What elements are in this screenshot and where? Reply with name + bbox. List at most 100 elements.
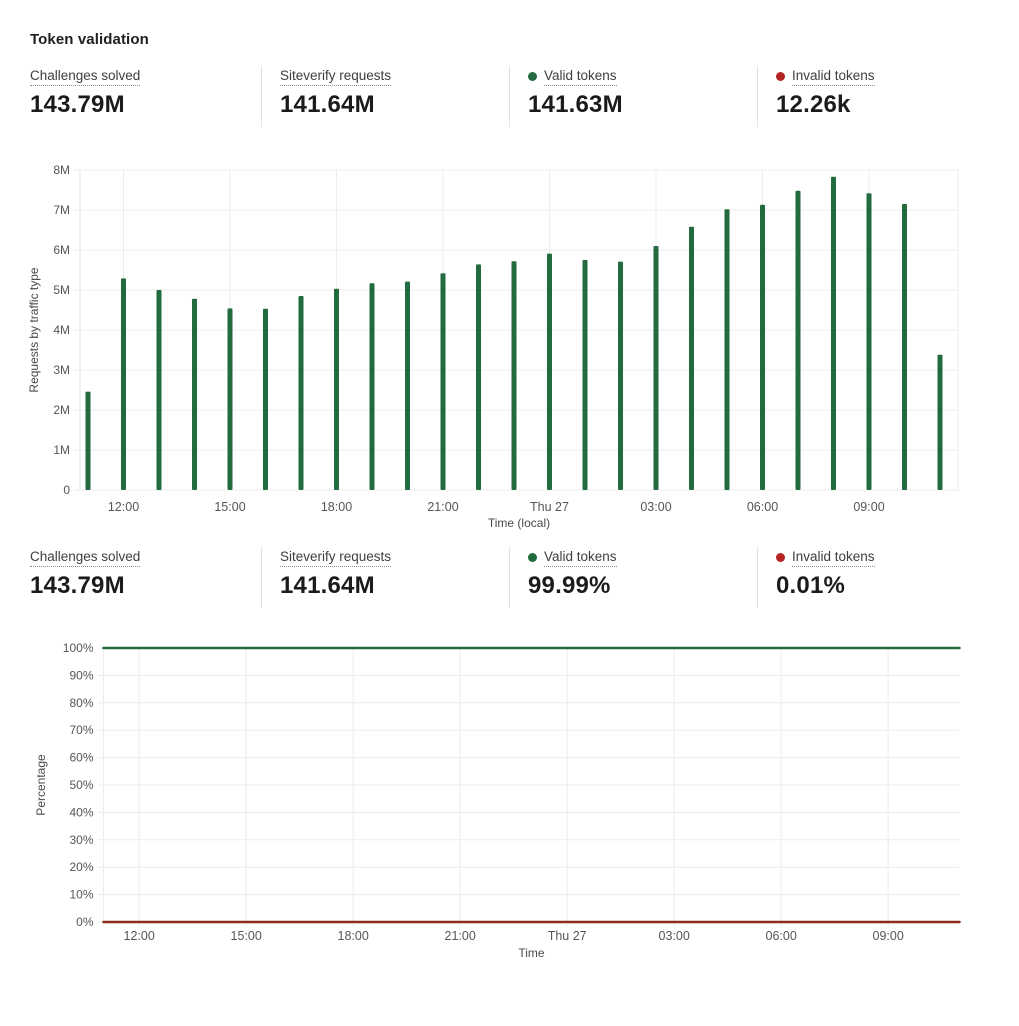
y-tick-label: 0	[63, 483, 70, 497]
x-tick-label: 15:00	[214, 500, 245, 514]
stat-label[interactable]: Siteverify requests	[280, 68, 392, 86]
stat-label-row: Challenges solved	[30, 68, 261, 86]
x-tick-label: 12:00	[124, 929, 155, 943]
stat-siteverify-requests: Siteverify requests 141.64M	[261, 66, 509, 127]
y-tick-label: 0%	[76, 915, 94, 929]
y-tick-label: 30%	[69, 833, 93, 847]
stat-label[interactable]: Challenges solved	[30, 549, 141, 567]
y-tick-label: 20%	[69, 860, 93, 874]
bar-19:00[interactable]	[369, 283, 375, 490]
bar-01:00[interactable]	[582, 260, 588, 490]
stat-value: 141.64M	[280, 91, 375, 118]
bar-16:00[interactable]	[263, 308, 268, 490]
stat-value: 141.63M	[528, 91, 623, 118]
x-tick-label: 06:00	[766, 929, 797, 943]
stat-label-row: Invalid tokens	[776, 68, 989, 86]
percentage-line-chart: 0% 10% 20% 30% 40% 50% 60% 70% 80% 90% 100% 12:00 15…	[0, 630, 1019, 985]
green-dot-icon	[528, 72, 537, 81]
y-tick-label: 8M	[53, 163, 70, 177]
bar-17:00[interactable]	[298, 296, 304, 490]
stat-challenges-solved: Challenges solved 143.79M	[30, 66, 261, 127]
y-tick-label: 50%	[69, 778, 93, 792]
bar-11:00[interactable]	[937, 354, 943, 490]
stat-label-row: Siteverify requests	[280, 549, 509, 567]
y-tick-label: 2M	[53, 403, 70, 417]
bar-06:00[interactable]	[760, 204, 765, 491]
bar-14:00[interactable]	[192, 298, 197, 490]
bar-23:00[interactable]	[511, 261, 517, 490]
stat-label[interactable]: Invalid tokens	[792, 68, 875, 86]
bar-20:00[interactable]	[405, 281, 410, 490]
stat-value: 12.26k	[776, 91, 851, 118]
bar-10:00[interactable]	[902, 204, 907, 490]
bar-03:00[interactable]	[653, 246, 659, 490]
stat-value: 143.79M	[30, 572, 125, 599]
y-tick-label: 70%	[69, 723, 93, 737]
red-dot-icon	[776, 553, 785, 562]
bar-13:00[interactable]	[156, 290, 162, 490]
stat-valid-tokens: Valid tokens 99.99%	[509, 547, 757, 608]
bar-11:00[interactable]	[85, 391, 91, 490]
x-tick-label: 21:00	[445, 929, 476, 943]
y-tick-label: 7M	[53, 203, 70, 217]
y-tick-label: 80%	[69, 696, 93, 710]
red-dot-icon	[776, 72, 785, 81]
stat-value: 141.64M	[280, 572, 375, 599]
stat-label-row: Invalid tokens	[776, 549, 989, 567]
stats-row-top: Challenges solved 143.79M Siteverify reque…	[30, 66, 989, 127]
x-tick-label: 15:00	[231, 929, 262, 943]
stat-value: 99.99%	[528, 572, 611, 599]
stat-challenges-solved: Challenges solved 143.79M	[30, 547, 261, 608]
x-tick-label: Thu 27	[530, 500, 569, 514]
y-tick-label: 90%	[69, 668, 93, 682]
bar-18:00[interactable]	[334, 288, 339, 490]
x-tick-label: 12:00	[108, 500, 139, 514]
stat-label[interactable]: Valid tokens	[544, 68, 617, 86]
bar-12:00[interactable]	[121, 278, 126, 490]
x-axis-title: Time (local)	[488, 516, 550, 530]
stat-label[interactable]: Valid tokens	[544, 549, 617, 567]
requests-bar-chart: 0 1M 2M 3M 4M 5M 6M 7M 8M 12:00 15:00 18:00 21:00 Thu…	[0, 160, 1019, 540]
y-tick-label: 6M	[53, 243, 70, 257]
bar-04:00[interactable]	[689, 226, 694, 491]
x-tick-label: 09:00	[873, 929, 904, 943]
stat-value: 143.79M	[30, 91, 125, 118]
stat-label-row: Valid tokens	[528, 549, 757, 567]
stat-value: 0.01%	[776, 572, 846, 599]
stat-label-row: Siteverify requests	[280, 68, 509, 86]
x-tick-label: 03:00	[640, 500, 671, 514]
x-tick-label: 18:00	[321, 500, 352, 514]
y-tick-label: 1M	[53, 443, 70, 457]
bar-22:00[interactable]	[476, 264, 481, 490]
stat-label[interactable]: Challenges solved	[30, 68, 141, 86]
y-tick-label: 10%	[69, 888, 93, 902]
stat-siteverify-requests: Siteverify requests 141.64M	[261, 547, 509, 608]
stat-label[interactable]: Siteverify requests	[280, 549, 392, 567]
page-title: Token validation	[30, 31, 149, 48]
bar-chart-svg: 0 1M 2M 3M 4M 5M 6M 7M 8M 12:00 15:00 18:00 21:00 Thu…	[27, 163, 959, 530]
stat-label-row: Valid tokens	[528, 68, 757, 86]
x-tick-label: 03:00	[659, 929, 690, 943]
x-tick-label: 18:00	[338, 929, 369, 943]
y-tick-label: 5M	[53, 283, 70, 297]
x-axis-title: Time	[518, 946, 545, 960]
y-tick-label: 3M	[53, 363, 70, 377]
x-tick-label: Thu 27	[548, 929, 587, 943]
bar-08:00[interactable]	[831, 176, 836, 491]
bar-15:00[interactable]	[227, 308, 233, 490]
x-tick-label: 21:00	[427, 500, 458, 514]
bar-09:00[interactable]	[866, 193, 872, 490]
x-tick-label: 09:00	[853, 500, 884, 514]
y-tick-label: 4M	[53, 323, 70, 337]
bar-07:00[interactable]	[795, 190, 801, 491]
stat-label[interactable]: Invalid tokens	[792, 549, 875, 567]
stats-row-bottom: Challenges solved 143.79M Siteverify reque…	[30, 547, 989, 608]
stat-invalid-tokens: Invalid tokens 12.26k	[757, 66, 989, 127]
stat-valid-tokens: Valid tokens 141.63M	[509, 66, 757, 127]
bar-05:00[interactable]	[724, 209, 730, 490]
stat-invalid-tokens: Invalid tokens 0.01%	[757, 547, 989, 608]
bar-Thu 27[interactable]	[547, 253, 552, 490]
y-axis-title: Percentage	[34, 754, 48, 816]
bar-02:00[interactable]	[618, 261, 623, 490]
bar-21:00[interactable]	[440, 273, 446, 490]
